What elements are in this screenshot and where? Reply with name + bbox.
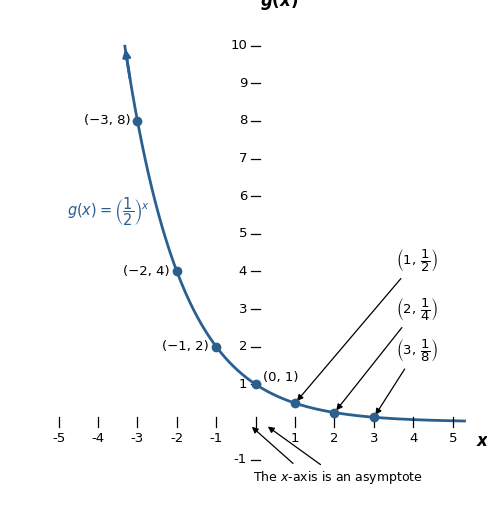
Text: $\left(2,\,\dfrac{1}{4}\right)$: $\left(2,\,\dfrac{1}{4}\right)$ bbox=[337, 295, 437, 409]
Text: 2: 2 bbox=[239, 340, 247, 353]
Text: 10: 10 bbox=[230, 39, 247, 52]
Text: 7: 7 bbox=[239, 152, 247, 165]
Text: -4: -4 bbox=[92, 433, 105, 446]
Text: $\left(3,\,\dfrac{1}{8}\right)$: $\left(3,\,\dfrac{1}{8}\right)$ bbox=[376, 337, 437, 414]
Text: -5: -5 bbox=[52, 433, 65, 446]
Text: 2: 2 bbox=[330, 433, 339, 446]
Text: $\left(1,\,\dfrac{1}{2}\right)$: $\left(1,\,\dfrac{1}{2}\right)$ bbox=[298, 246, 437, 400]
Text: 3: 3 bbox=[370, 433, 378, 446]
Text: The $x$-axis is an asymptote: The $x$-axis is an asymptote bbox=[253, 427, 423, 486]
Text: 4: 4 bbox=[239, 265, 247, 278]
Text: 8: 8 bbox=[239, 114, 247, 127]
Text: -1: -1 bbox=[234, 453, 247, 466]
Text: 9: 9 bbox=[239, 77, 247, 90]
Text: 1: 1 bbox=[291, 433, 300, 446]
Text: -1: -1 bbox=[209, 433, 223, 446]
Text: 3: 3 bbox=[239, 303, 247, 316]
Text: (−1, 2): (−1, 2) bbox=[163, 340, 209, 353]
Text: -3: -3 bbox=[131, 433, 144, 446]
Text: $\boldsymbol{g(x)}$: $\boldsymbol{g(x)}$ bbox=[261, 0, 299, 12]
Text: 6: 6 bbox=[239, 190, 247, 203]
Text: 1: 1 bbox=[239, 378, 247, 391]
Text: $\boldsymbol{x}$: $\boldsymbol{x}$ bbox=[476, 433, 487, 450]
Text: 4: 4 bbox=[409, 433, 417, 446]
Text: (−2, 4): (−2, 4) bbox=[123, 265, 170, 278]
Text: (−3, 8): (−3, 8) bbox=[84, 114, 131, 127]
Text: 5: 5 bbox=[239, 227, 247, 240]
Text: 5: 5 bbox=[449, 433, 457, 446]
Text: -2: -2 bbox=[170, 433, 184, 446]
Text: $g(x) = \left(\dfrac{1}{2}\right)^{\!x}$: $g(x) = \left(\dfrac{1}{2}\right)^{\!x}$ bbox=[67, 195, 149, 228]
Text: (0, 1): (0, 1) bbox=[263, 371, 298, 384]
